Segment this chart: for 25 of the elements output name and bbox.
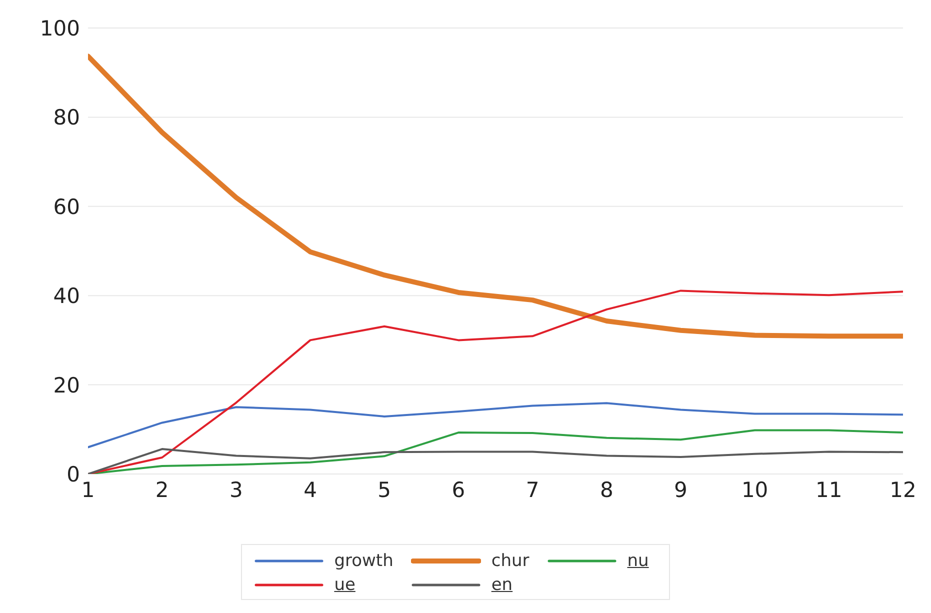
legend-label: nu [627, 551, 649, 571]
x-tick-label: 12 [890, 478, 916, 502]
x-tick-label: 4 [304, 478, 317, 502]
y-tick-label: 100 [40, 16, 80, 40]
x-tick-label: 3 [229, 478, 243, 502]
x-tick-label: 2 [155, 478, 169, 502]
legend-label: en [491, 575, 513, 595]
line-series [88, 448, 903, 474]
x-tick-label: 7 [526, 478, 540, 502]
x-tick-label: 8 [600, 478, 614, 502]
x-tick-label: 1 [81, 478, 95, 502]
x-tick-label: 6 [452, 478, 466, 502]
legend-label: ue [334, 575, 356, 595]
legend-label: chur [491, 551, 530, 571]
y-tick-label: 80 [53, 106, 80, 130]
y-tick-label: 60 [53, 194, 80, 219]
legend-label: growth [334, 551, 394, 571]
x-tick-label: 11 [816, 478, 842, 502]
x-tick-label: 9 [674, 478, 688, 502]
x-tick-label: 10 [741, 478, 768, 502]
y-tick-label: 20 [53, 373, 80, 398]
y-tick-label: 40 [53, 284, 80, 308]
x-tick-label: 5 [378, 478, 392, 502]
line-series [88, 402, 903, 448]
y-tick-label: 0 [66, 462, 80, 486]
